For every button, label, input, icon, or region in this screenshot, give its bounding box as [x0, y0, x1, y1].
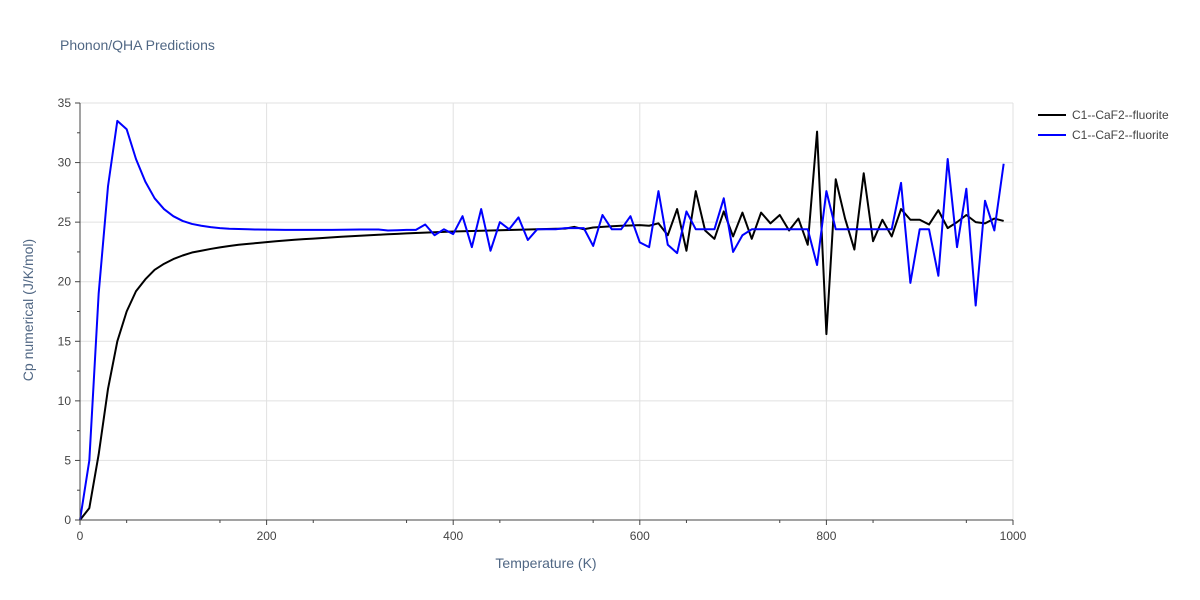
y-tick-label: 15 [58, 334, 72, 348]
y-tick-label: 5 [64, 453, 71, 467]
y-tick-label: 10 [58, 394, 72, 408]
x-tick-label: 200 [257, 529, 277, 543]
x-axis-title: Temperature (K) [495, 555, 596, 571]
x-tick-label: 600 [630, 529, 650, 543]
y-tick-label: 0 [64, 513, 71, 527]
y-tick-label: 25 [58, 215, 72, 229]
series-layer [79, 119, 1005, 521]
y-tick-label: 30 [58, 156, 72, 170]
y-tick-label: 35 [58, 96, 72, 110]
x-tick-label: 1000 [1000, 529, 1027, 543]
x-tick-label: 800 [816, 529, 836, 543]
legend-label-1[interactable]: C1--CaF2--fluorite [1072, 108, 1169, 122]
x-tick-label: 400 [443, 529, 463, 543]
axis-layer: 0 200 400 600 800 1000 0 5 10 15 20 25 30 35 [58, 96, 1027, 543]
y-tick-label: 20 [58, 275, 72, 289]
legend-label-2[interactable]: C1--CaF2--fluorite [1072, 128, 1169, 142]
y-axis-title: Cp numerical (J/K/mol) [20, 239, 36, 381]
legend[interactable]: C1--CaF2--fluorite C1--CaF2--fluorite [1038, 108, 1169, 142]
x-tick-label: 0 [77, 529, 84, 543]
grid-layer [79, 102, 1014, 520]
chart-title: Phonon/QHA Predictions [60, 37, 215, 53]
series-line-2[interactable] [79, 119, 1005, 521]
